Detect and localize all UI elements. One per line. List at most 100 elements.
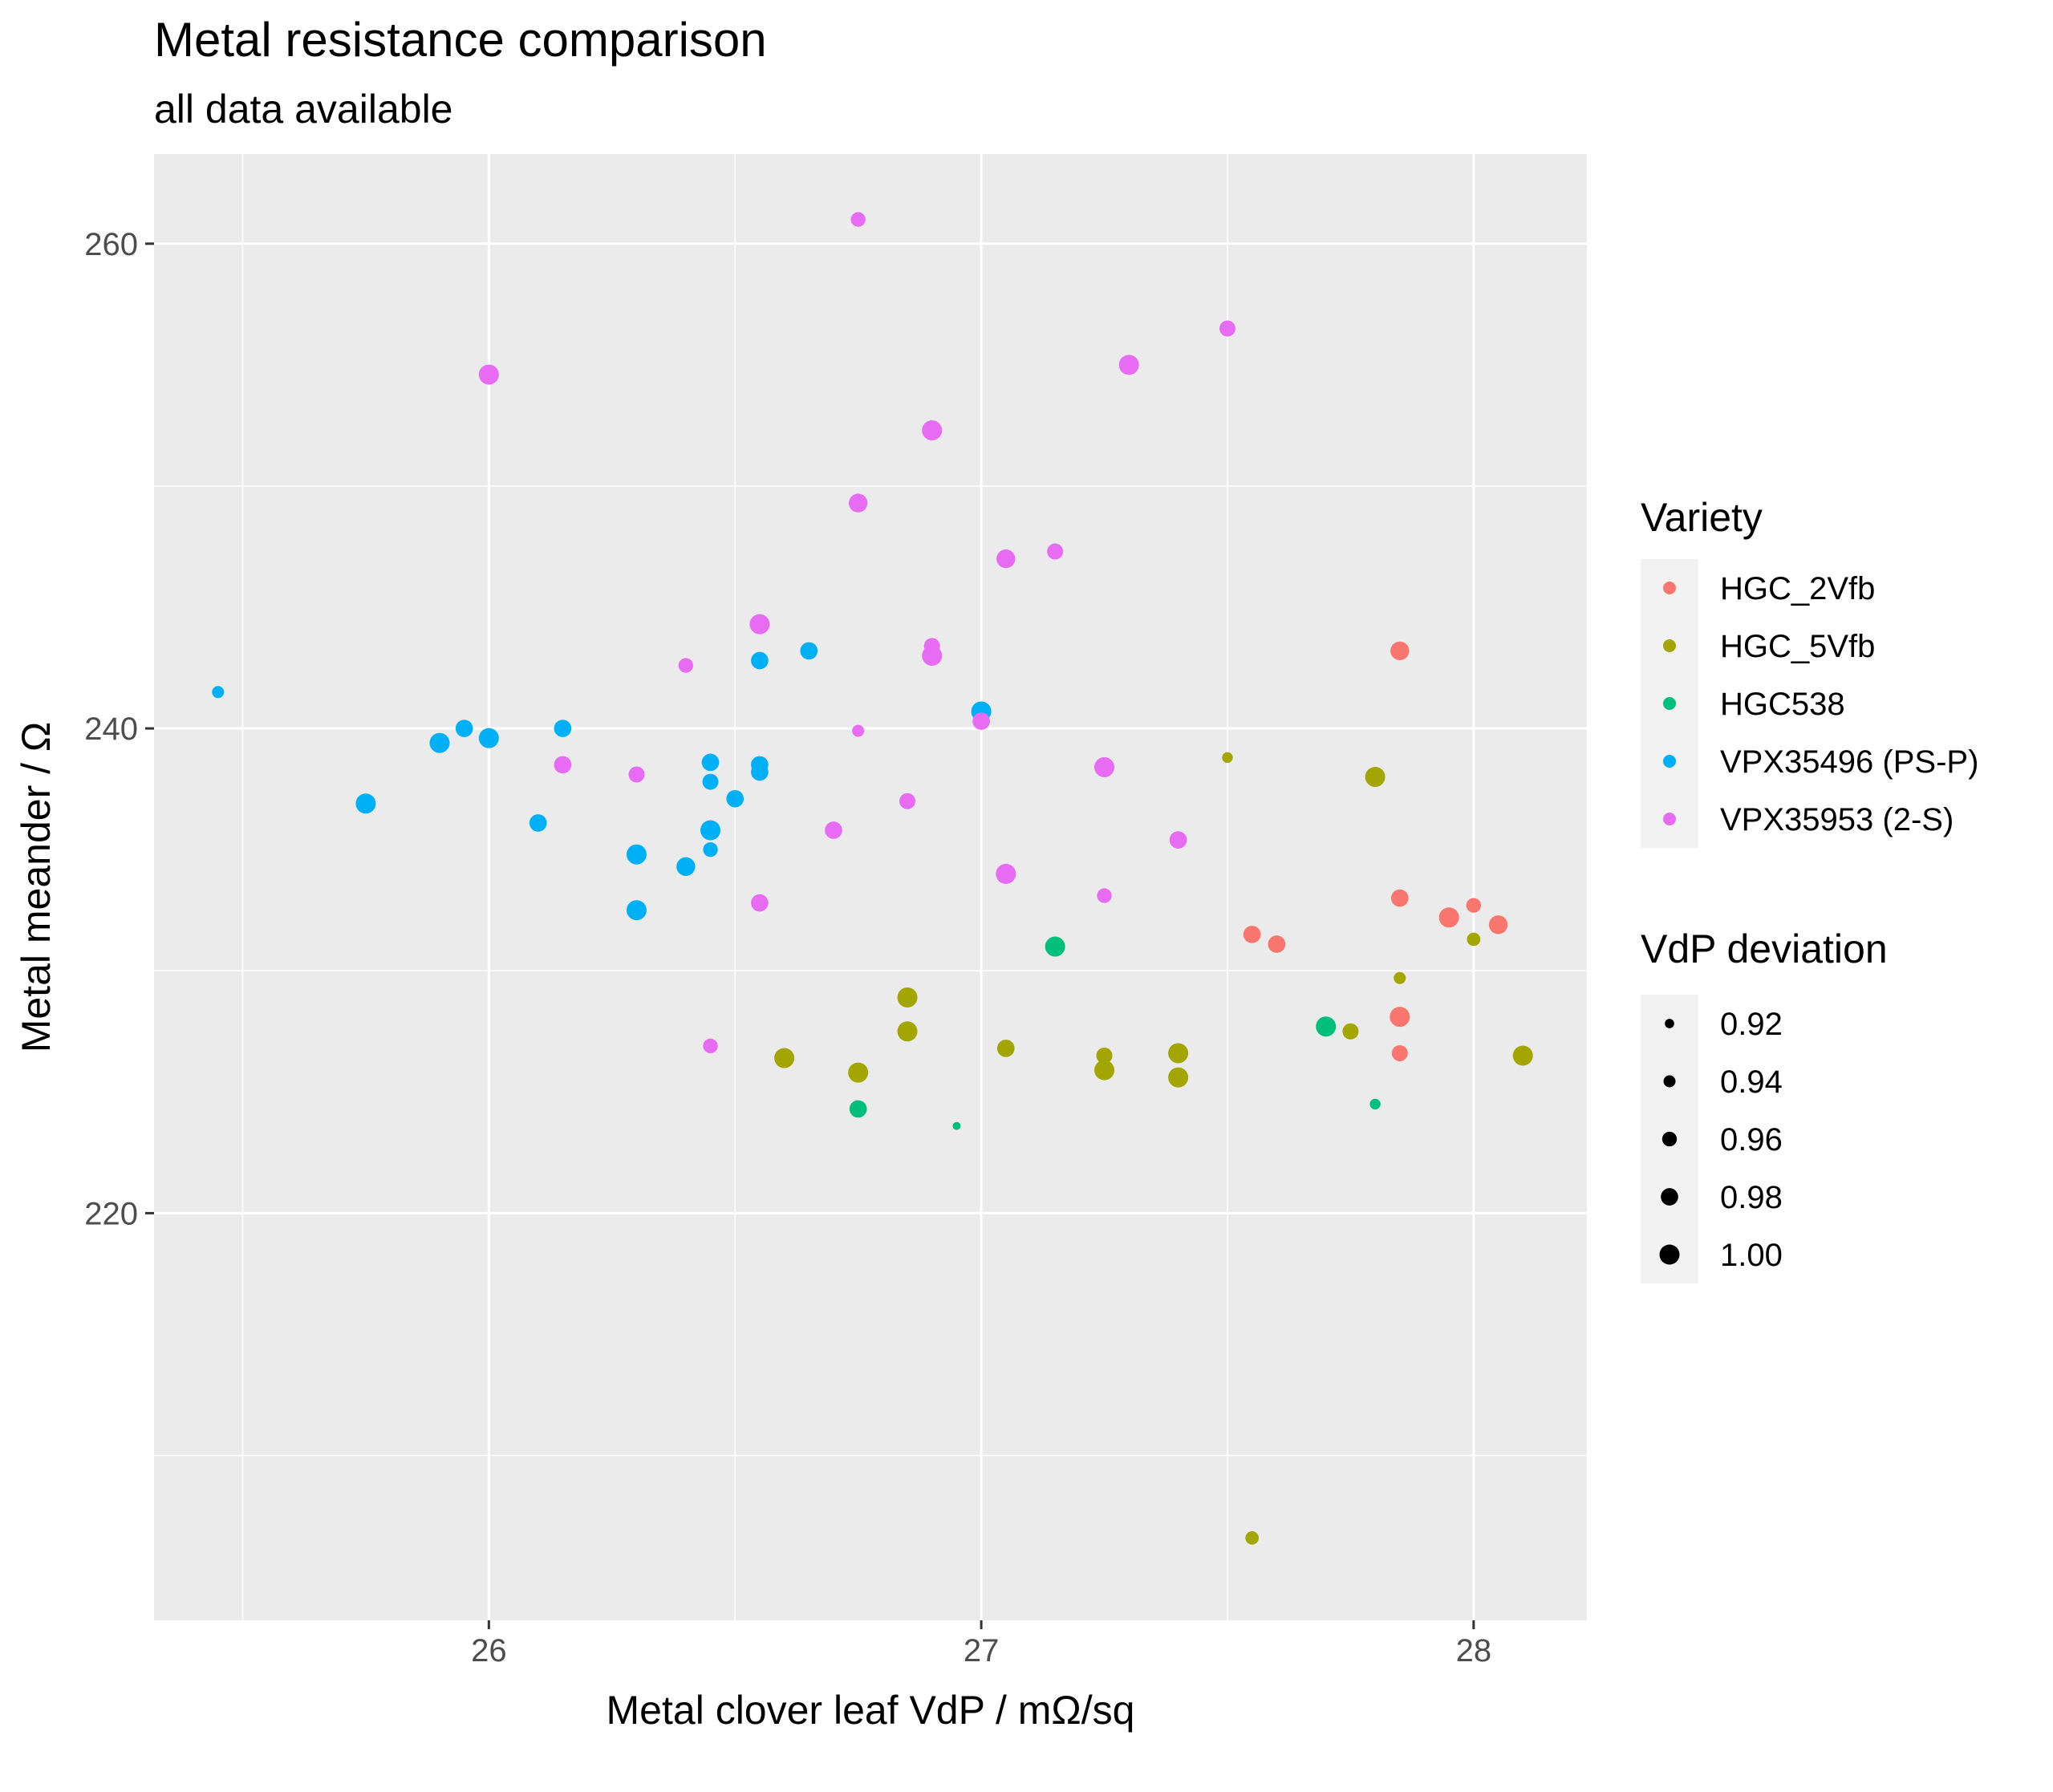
legend-size-swatch xyxy=(1665,1019,1674,1028)
legend-label-size: 1.00 xyxy=(1720,1238,1783,1273)
data-point xyxy=(554,720,572,737)
legend-color-swatch xyxy=(1663,755,1676,768)
data-point xyxy=(850,212,866,227)
data-point xyxy=(849,1100,867,1118)
data-point xyxy=(212,686,225,699)
legend-label-size: 0.96 xyxy=(1720,1122,1783,1158)
data-point xyxy=(478,728,499,748)
data-point xyxy=(628,766,645,783)
data-point xyxy=(700,820,721,841)
data-point xyxy=(702,773,719,790)
data-point xyxy=(355,793,376,814)
grid-lines xyxy=(154,154,1587,1620)
legend-size-swatch xyxy=(1659,1244,1680,1265)
data-point xyxy=(1094,756,1115,777)
legend-label-variety: HGC_5Vfb xyxy=(1720,629,1875,664)
x-tick-label: 26 xyxy=(471,1633,507,1668)
x-tick-label: 27 xyxy=(964,1633,1000,1668)
data-point xyxy=(1369,1098,1381,1110)
data-point xyxy=(626,844,647,865)
data-point xyxy=(1096,1047,1113,1064)
data-point xyxy=(848,1062,869,1083)
data-point xyxy=(478,364,499,385)
data-point xyxy=(1390,641,1410,661)
data-point xyxy=(1394,971,1406,984)
data-point xyxy=(996,863,1016,884)
data-point xyxy=(996,549,1016,569)
data-point xyxy=(749,614,770,634)
legend-label-size: 0.98 xyxy=(1720,1180,1783,1215)
data-point xyxy=(751,763,769,781)
data-point xyxy=(825,821,842,839)
data-point xyxy=(1391,1044,1408,1061)
data-point xyxy=(972,712,990,730)
legend-label-variety: HGC_2Vfb xyxy=(1720,571,1875,606)
data-point xyxy=(626,900,647,921)
data-point xyxy=(703,1038,718,1054)
data-point xyxy=(897,987,918,1007)
data-point xyxy=(455,720,473,737)
data-point xyxy=(1094,1060,1115,1080)
data-point xyxy=(1222,752,1233,764)
legend: Variety HGC_2Vfb HGC_5Vfb HGC538 VPX35496 (… xyxy=(1641,495,1978,1283)
data-point xyxy=(701,753,720,772)
data-point xyxy=(774,1048,795,1068)
data-point xyxy=(996,1040,1015,1057)
y-tick-label: 240 xyxy=(84,712,138,747)
y-tick-label: 260 xyxy=(84,227,138,262)
data-point xyxy=(1316,1016,1337,1037)
data-point xyxy=(1168,1067,1189,1088)
data-point xyxy=(1219,320,1235,337)
data-point xyxy=(1047,543,1064,560)
data-point xyxy=(1467,932,1481,947)
data-point xyxy=(703,842,718,857)
data-point xyxy=(678,658,694,673)
legend-size-swatch xyxy=(1661,1131,1678,1147)
legend-label-variety: HGC538 xyxy=(1720,687,1845,722)
data-point xyxy=(676,857,696,876)
legend-size-swatch xyxy=(1661,1188,1678,1206)
legend-label-size: 0.94 xyxy=(1720,1064,1783,1100)
data-point xyxy=(852,724,865,737)
x-axis-title: Metal clover leaf VdP / mΩ/sq xyxy=(607,1688,1135,1733)
y-axis-title: Metal meander / Ω xyxy=(14,722,59,1053)
data-point xyxy=(529,814,547,832)
data-point xyxy=(952,1121,961,1130)
legend-color-swatch xyxy=(1663,697,1676,710)
data-point xyxy=(1045,936,1065,957)
legend-title-vdp-deviation: VdP deviation xyxy=(1641,926,1888,971)
data-point xyxy=(1365,767,1386,788)
data-point xyxy=(751,651,769,670)
chart-title: Metal resistance comparison xyxy=(154,13,767,67)
data-point xyxy=(848,493,868,513)
data-point xyxy=(1097,888,1112,903)
data-point xyxy=(554,756,572,774)
data-point xyxy=(1243,926,1261,943)
chart-subtitle: all data available xyxy=(154,87,453,132)
data-point xyxy=(1118,355,1139,375)
data-points xyxy=(212,212,1533,1545)
legend-label-variety: VPX35953 (2-S) xyxy=(1720,802,1954,837)
data-point xyxy=(751,894,769,912)
data-point xyxy=(1512,1045,1533,1066)
data-point xyxy=(1342,1023,1359,1040)
data-point xyxy=(1168,1043,1189,1064)
plot-panel xyxy=(154,154,1587,1620)
data-point xyxy=(1268,935,1286,953)
data-point xyxy=(1169,831,1187,849)
data-point xyxy=(1245,1530,1259,1545)
data-point xyxy=(897,1021,918,1042)
legend-size-swatch xyxy=(1663,1075,1676,1088)
series-vpx35953-2-s xyxy=(478,212,1235,1054)
data-point xyxy=(800,642,818,660)
legend-title-variety: Variety xyxy=(1641,495,1763,540)
y-tick-label: 220 xyxy=(84,1196,138,1231)
legend-color-swatch xyxy=(1663,813,1676,825)
series-vpx35496-ps-p xyxy=(212,642,992,921)
series-hgc538 xyxy=(849,936,1381,1130)
axes: 26 27 28 220 240 260 xyxy=(84,227,1491,1668)
size-legend-keys: 0.92 0.94 0.96 0.98 1.00 xyxy=(1641,995,1783,1283)
color-legend-keys: HGC_2Vfb HGC_5Vfb HGC538 VPX35496 (PS-P) VPX… xyxy=(1641,559,1978,848)
data-point xyxy=(1466,898,1482,913)
